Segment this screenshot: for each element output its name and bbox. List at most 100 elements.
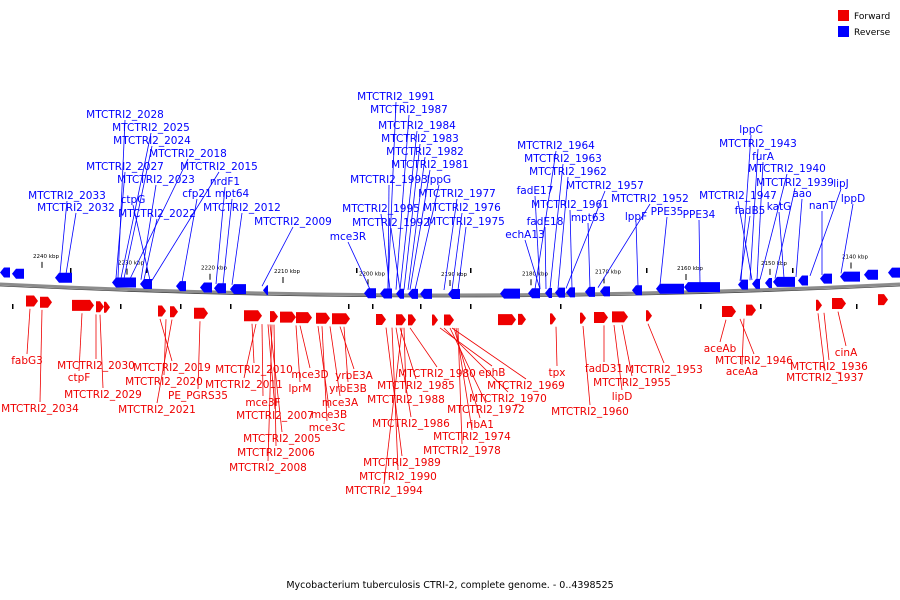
spacer-tick [700,304,702,309]
reverse-gene-arrow [420,288,432,299]
reverse-gene-label: MTCTRI2_1964 [517,140,595,152]
reverse-label-leader [698,219,701,284]
forward-label-leader [99,314,104,389]
reverse-gene-label: furA [752,151,775,163]
forward-label-leader [299,325,311,369]
reverse-label-leader [403,143,421,290]
reverse-gene-label: MTCTRI2_1957 [566,180,644,192]
forward-label-leader [391,327,399,471]
forward-gene-arrow [594,312,608,324]
reverse-gene-arrow [752,278,760,289]
forward-label-leader [243,323,257,379]
reverse-gene-label: MTCTRI2_1961 [531,199,609,211]
tick-label: 2160 kbp [677,266,703,272]
reverse-gene-arrow [528,288,540,299]
forward-gene-label: yrbE3B [329,383,367,395]
reverse-label-leader [181,198,198,283]
reverse-gene-label: MTCTRI2_1952 [611,193,689,205]
spacer-tick [760,304,762,309]
tick-label: 2140 kbp [842,255,868,261]
forward-gene-arrow [40,296,52,308]
forward-label-leader [273,324,277,447]
forward-label-leader [267,324,273,462]
forward-gene-arrow [104,301,110,313]
forward-gene-label: lprM [289,383,312,395]
reverse-gene-label: mpt63 [571,212,605,224]
forward-gene-label: MTCTRI2_2030 [57,360,135,372]
reverse-label-leader [569,209,573,289]
reverse-gene-arrow [566,287,575,298]
reverse-label-leader [390,227,401,290]
reverse-gene-label: echA13 [505,229,544,241]
forward-label-leader [343,326,349,383]
spacer-tick [230,304,232,309]
forward-label-leader [26,308,31,355]
spacer-tick [560,304,562,309]
reverse-gene-label: MTCTRI2_1975 [427,216,505,228]
forward-gene-arrow [612,311,628,323]
reverse-gene-arrow [820,273,832,284]
reverse-gene-label: MTCTRI2_1993 [350,174,428,186]
reverse-label-leader [65,212,77,275]
reverse-gene-label: MTCTRI2_1962 [529,166,607,178]
genome-caption: Mycobacterium tuberculosis CTRI-2, compl… [286,580,613,591]
forward-gene-label: lipD [612,391,633,403]
forward-gene-label: MTCTRI2_1978 [423,445,501,457]
reverse-gene-label: MTCTRI2_2015 [180,161,258,173]
reverse-label-leader [380,213,391,290]
reverse-gene-label: MTCTRI2_1982 [386,146,464,158]
forward-label-leader [457,327,463,445]
reverse-gene-arrow [765,277,772,288]
forward-gene-arrow [316,312,330,324]
spacer-tick [348,304,350,309]
forward-label-leader [339,326,355,370]
forward-gene-label: MTCTRI2_1936 [790,361,868,373]
forward-label-leader [409,327,438,368]
tick-label: 2200 kbp [359,271,385,277]
forward-gene-label: fadD31 [585,363,623,375]
reverse-gene-arrow [684,282,720,293]
legend-swatch-reverse [838,26,849,37]
reverse-gene-arrow [500,288,520,299]
reverse-label-leader [737,200,753,281]
forward-gene-label: MTCTRI2_1970 [469,393,547,405]
reverse-gene-label: mpt64 [215,188,250,200]
reverse-gene-label: MTCTRI2_1991 [357,91,435,103]
spacer-tick [70,268,72,273]
reverse-gene-label: MTCTRI2_1981 [391,159,469,171]
reverse-gene-arrow [864,269,878,280]
forward-label-leader [156,319,173,404]
forward-label-leader [741,318,745,366]
forward-label-leader [621,324,633,377]
reverse-gene-label: MTCTRI2_2018 [149,148,227,160]
reverse-label-leader [809,188,842,277]
tick-label: 2210 kbp [274,269,300,275]
forward-gene-arrow [746,304,756,316]
forward-gene-label: MTCTRI2_2020 [125,376,203,388]
reverse-gene-label: mce3R [330,231,366,243]
reverse-gene-label: MTCTRI2_1947 [699,190,777,202]
reverse-gene-label: lipJ [833,178,849,190]
tick-label: 2230 kbp [118,261,144,267]
forward-gene-label: ephB [479,367,506,379]
reverse-label-leader [587,222,591,288]
forward-label-leader [837,311,847,347]
tick-marks: 2240 kbp 2230 kbp 2220 kbp 2210 kbp 2200 kbp… [8,254,868,309]
reverse-gene-arrow [632,285,642,296]
forward-gene-arrow [170,306,178,318]
reverse-gene-label: MTCTRI2_1992 [352,217,430,229]
forward-gene-label: ctpF [68,372,91,384]
reverse-gene-arrow [448,288,460,299]
reverse-label-leader [261,226,294,287]
forward-gene-arrow [158,305,166,317]
reverse-label-leader [524,239,541,290]
forward-gene-label: mce3F [245,397,280,409]
reverse-gene-label: MTCTRI2_2027 [86,161,164,173]
genome-backbone-shadow [0,285,900,298]
reverse-label-leader [565,190,606,289]
forward-label-leader [295,325,301,383]
forward-label-leader [451,327,527,380]
forward-label-leader [439,327,493,367]
reverse-gene-label: MTCTRI2_2028 [86,109,164,121]
